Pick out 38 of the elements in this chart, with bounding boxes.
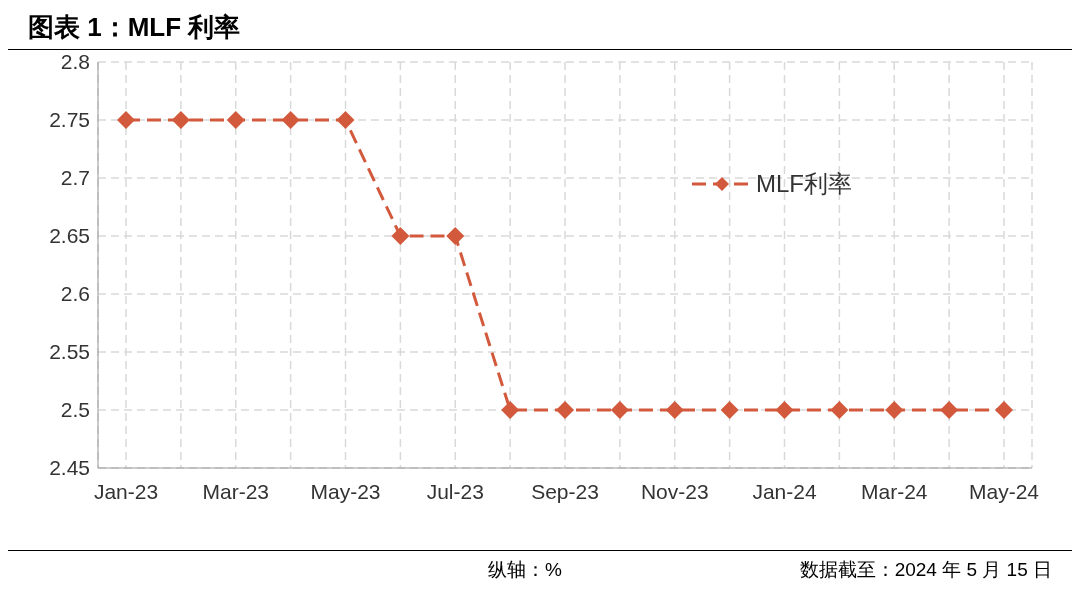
x-tick-label: May-24 bbox=[968, 479, 1040, 503]
point bbox=[556, 401, 574, 419]
point bbox=[995, 401, 1013, 419]
point bbox=[226, 111, 245, 129]
point bbox=[885, 401, 904, 419]
text: 数据截至：2024 年 5 月 15 日 bbox=[799, 558, 1052, 582]
y-tick-label: 2.5 bbox=[60, 398, 90, 422]
x-tick-label: Mar-23 bbox=[202, 479, 270, 503]
point bbox=[720, 401, 739, 419]
y-tick-label: 2.75 bbox=[49, 108, 90, 132]
point bbox=[336, 111, 355, 129]
x-tick-label: May-23 bbox=[310, 479, 381, 503]
y-tick-label: 2.65 bbox=[49, 224, 90, 248]
point bbox=[281, 111, 300, 129]
y-tick-label: 2.55 bbox=[49, 340, 90, 364]
point bbox=[117, 111, 135, 129]
legend-label: MLF利率 bbox=[756, 169, 852, 199]
x-tick-label: Jul-23 bbox=[426, 479, 484, 503]
x-tick-label: Jan-23 bbox=[93, 479, 159, 503]
x-tick-label: Nov-23 bbox=[640, 479, 709, 503]
y-tick-label: 2.8 bbox=[60, 50, 90, 74]
point bbox=[391, 227, 410, 245]
point bbox=[446, 227, 465, 245]
y-tick-label: 2.6 bbox=[60, 282, 90, 306]
point bbox=[501, 401, 520, 419]
x-tick-label: Jan-24 bbox=[752, 479, 817, 503]
point bbox=[171, 111, 190, 129]
chart-title: 图表 1：MLF 利率 bbox=[8, 8, 1072, 50]
x-tick-label: Mar-24 bbox=[860, 479, 928, 503]
point bbox=[830, 401, 849, 419]
point bbox=[665, 401, 684, 419]
y-tick-label: 2.7 bbox=[60, 166, 90, 190]
point bbox=[775, 401, 794, 419]
text: 纵轴：% bbox=[488, 558, 562, 582]
x-tick-label: Sep-23 bbox=[531, 479, 599, 503]
point bbox=[940, 401, 959, 419]
point bbox=[610, 401, 629, 419]
y-tick-label: 2.45 bbox=[49, 456, 90, 480]
